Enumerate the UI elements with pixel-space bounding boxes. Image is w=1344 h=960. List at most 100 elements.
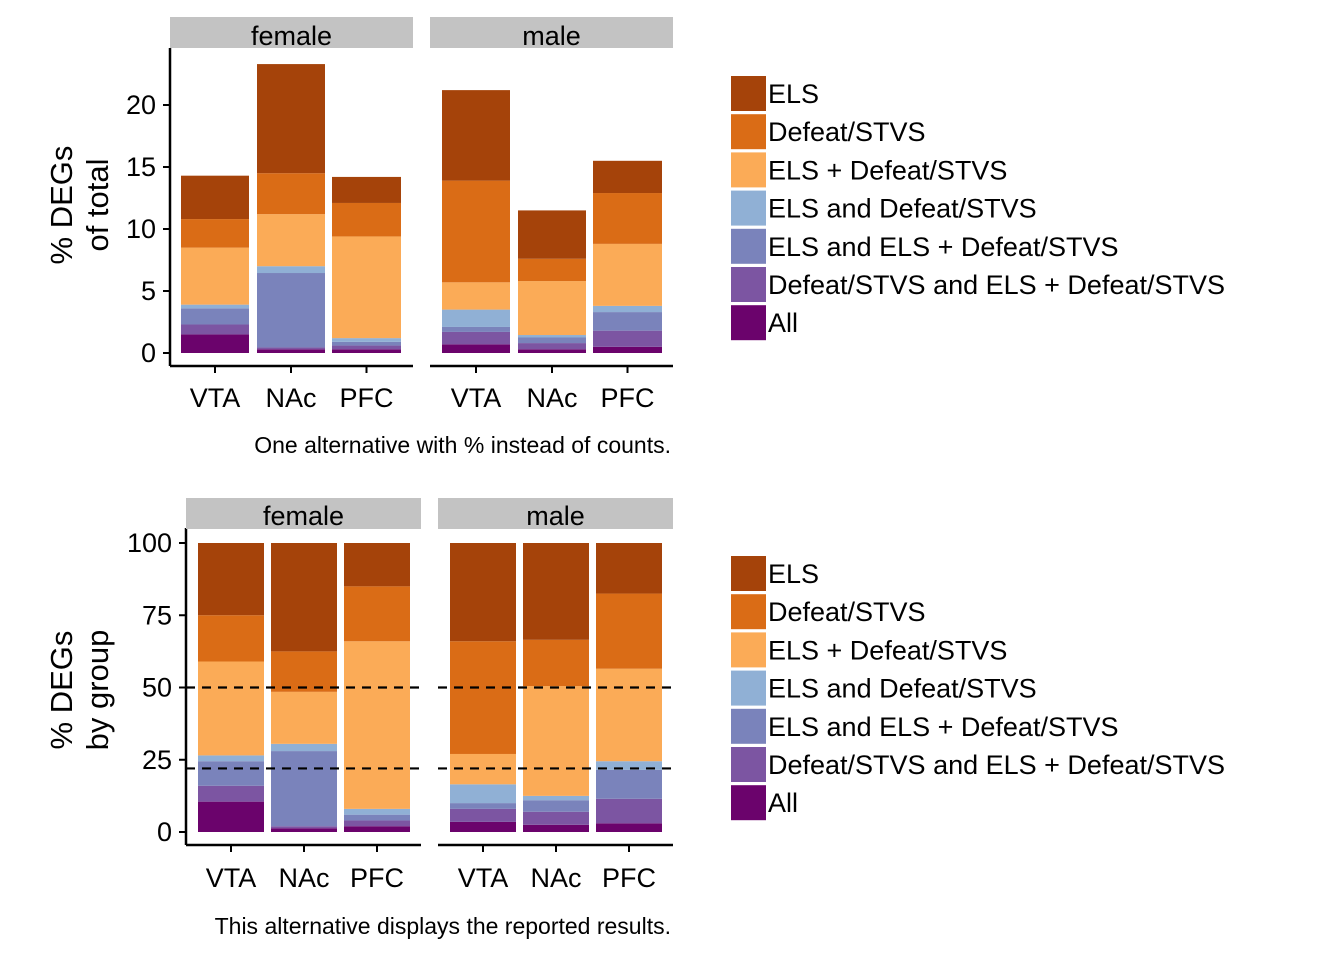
- chart2-bar-segment: [271, 691, 337, 744]
- chart1-x-tick-label: PFC: [340, 383, 394, 413]
- chart2-x-tick-label: NAc: [530, 863, 581, 893]
- legend-1-label: ELS + Defeat/STVS: [768, 155, 1007, 185]
- chart1-facet-label: male: [522, 21, 581, 51]
- chart1-bar-segment: [257, 347, 325, 350]
- chart1-bar-segment: [257, 349, 325, 353]
- chart2-x-tick-label: PFC: [350, 863, 404, 893]
- chart2-bar-segment: [450, 803, 516, 809]
- chart2-bar-segment: [523, 686, 589, 796]
- chart2-bar-segment: [198, 761, 264, 786]
- chart2-y-tick-label: 100: [127, 528, 172, 558]
- chart2-y-axis-title-line: by group: [80, 630, 115, 751]
- chart1-bar-segment: [332, 345, 401, 350]
- chart1-y-axis-title-line: of total: [80, 158, 115, 251]
- chart2-bar-segment: [596, 823, 662, 832]
- chart1-bar-segment: [593, 346, 662, 353]
- chart1-bar-segment: [181, 175, 249, 220]
- chart1-y-axis-title-line: % DEGs: [44, 146, 79, 265]
- chart1-bar-segment: [257, 273, 325, 348]
- chart2-bar-segment: [198, 801, 264, 832]
- chart1-bar-segment: [181, 324, 249, 335]
- chart1-bar-segment: [518, 337, 586, 344]
- chart2-bar-segment: [344, 641, 410, 809]
- chart1-bar-segment: [332, 349, 401, 353]
- chart1-bar-segment: [442, 326, 510, 332]
- chart2-x-tick-label: NAc: [278, 863, 329, 893]
- chart1-bar-segment: [181, 219, 249, 248]
- chart1-bar-segment: [181, 334, 249, 353]
- chart2-bar-segment: [344, 826, 410, 832]
- chart1-bar-segment: [181, 247, 249, 305]
- chart2-x-tick-label: VTA: [206, 863, 257, 893]
- chart1-bar-segment: [332, 338, 401, 342]
- chart2-x-tick-label: VTA: [458, 863, 509, 893]
- chart2-bar-segment: [344, 814, 410, 821]
- chart1-y-tick-label: 0: [141, 338, 156, 368]
- chart1-bar-segment: [442, 282, 510, 310]
- chart2-bar-segment: [596, 543, 662, 594]
- chart1-x-tick-label: NAc: [526, 383, 577, 413]
- chart2-bar-segment: [596, 769, 662, 799]
- chart1-bar-segment: [593, 330, 662, 347]
- chart1-y-tick-label: 10: [126, 214, 156, 244]
- chart2-bar-segment: [271, 751, 337, 827]
- chart2-bar-segment: [596, 593, 662, 669]
- chart1-bar-segment: [332, 176, 401, 203]
- chart1-bar-segment: [593, 305, 662, 313]
- chart1-y-tick-label: 20: [126, 90, 156, 120]
- legend-2-label: All: [768, 788, 798, 818]
- chart2-bar-segment: [198, 755, 264, 762]
- chart1-bar-segment: [518, 335, 586, 338]
- chart1-bar-segment: [593, 312, 662, 331]
- chart1-x-tick-label: VTA: [451, 383, 502, 413]
- chart2-facet-strip-female: [186, 498, 421, 529]
- chart1-bar-segment: [442, 331, 510, 345]
- chart2-facet-strip-male: [438, 498, 673, 529]
- chart2-bar-segment: [344, 586, 410, 642]
- chart1-bar-segment: [442, 309, 510, 327]
- chart1-bar-segment: [257, 266, 325, 274]
- chart2-y-tick-label: 50: [142, 673, 172, 703]
- chart2-x-tick-label: PFC: [602, 863, 656, 893]
- chart2-bar-segment: [596, 798, 662, 824]
- legend-2-swatch: [731, 632, 766, 668]
- chart2-bar-segment: [271, 743, 337, 752]
- chart1-y-tick-label: 5: [141, 276, 156, 306]
- chart2-bar-segment: [344, 543, 410, 587]
- chart1-bar-segment: [257, 214, 325, 267]
- chart2-bar-segment: [450, 808, 516, 822]
- chart1-bar-segment: [593, 160, 662, 194]
- chart1-bar-segment: [593, 193, 662, 244]
- chart2-caption: This alternative displays the reported r…: [215, 913, 671, 939]
- legend-1-swatch: [731, 305, 766, 341]
- chart2-y-tick-label: 75: [142, 600, 172, 630]
- legend-1-label: ELS and Defeat/STVS: [768, 194, 1037, 224]
- chart2-y-tick-label: 0: [157, 817, 172, 847]
- chart2-bar-segment: [523, 795, 589, 801]
- chart1-bar-segment: [442, 180, 510, 283]
- chart2-bar-segment: [523, 824, 589, 832]
- chart2-y-tick-label: 25: [142, 745, 172, 775]
- chart2-bar-segment: [523, 639, 589, 687]
- chart2-bar-segment: [271, 826, 337, 829]
- chart2-bar-segment: [450, 543, 516, 642]
- legend-1-swatch: [731, 114, 766, 150]
- legend-1-label: Defeat/STVS: [768, 117, 926, 147]
- legend-1-label: ELS and ELS + Defeat/STVS: [768, 232, 1118, 262]
- legend-1-swatch: [731, 76, 766, 111]
- legend-1-swatch: [731, 152, 766, 188]
- legend-1-label: Defeat/STVS and ELS + Defeat/STVS: [768, 270, 1225, 300]
- chart1-bar-segment: [442, 344, 510, 353]
- chart1-bar-segment: [518, 210, 586, 259]
- legend-1-label: ELS: [768, 79, 819, 109]
- legend-2-label: ELS and ELS + Defeat/STVS: [768, 712, 1118, 742]
- legend-2-label: ELS and Defeat/STVS: [768, 674, 1037, 704]
- chart2-bar-segment: [450, 821, 516, 832]
- legend-2-label: ELS: [768, 559, 819, 589]
- chart1-bar-segment: [332, 341, 401, 346]
- chart2-bar-segment: [523, 543, 589, 640]
- chart2-bar-segment: [198, 785, 264, 802]
- chart1-x-tick-label: PFC: [601, 383, 655, 413]
- legend-2-swatch: [731, 708, 766, 744]
